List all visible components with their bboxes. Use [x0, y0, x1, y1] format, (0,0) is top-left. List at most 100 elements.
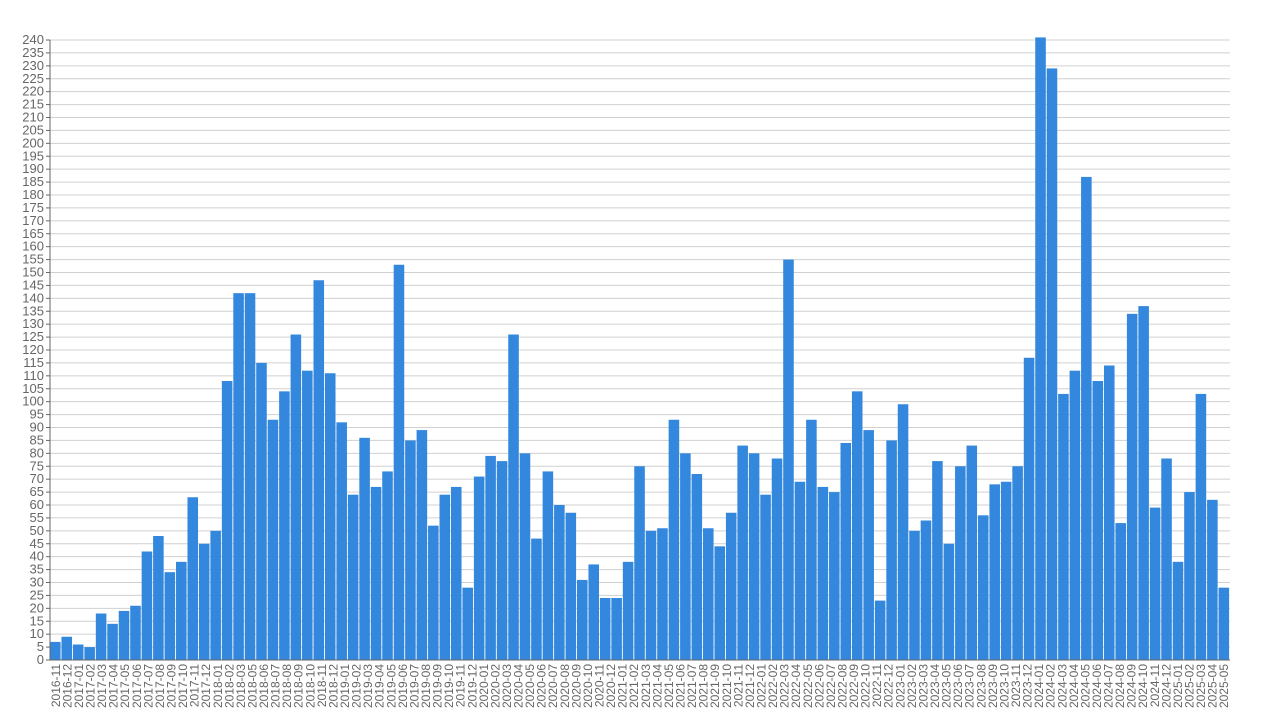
y-tick-label: 180 — [22, 187, 44, 202]
x-tick-label: 2018-02 — [222, 664, 236, 708]
y-tick-label: 135 — [22, 303, 44, 318]
y-tick-label: 160 — [22, 239, 44, 254]
bar: 2025-03: 103 — [1195, 393, 1207, 660]
x-tick-label: 2018-12 — [326, 664, 340, 708]
x-tick-label: 2018-11 — [315, 664, 329, 707]
x-tick-label: 2017-06 — [130, 664, 144, 708]
x-tick-label: 2021-12 — [743, 664, 757, 708]
y-tick-label: 130 — [22, 316, 44, 331]
y-tick-label: 45 — [30, 536, 44, 551]
bar: 2022-10: 89 — [863, 430, 874, 660]
bar: 2020-01: 79 — [485, 455, 496, 660]
x-tick-label: 2024-08 — [1113, 664, 1127, 708]
y-tick-label: 170 — [22, 213, 44, 228]
bar: 2018-08: 126 — [290, 334, 302, 660]
y-tick-label: 65 — [30, 484, 44, 499]
bar: 2021-12: 80 — [748, 453, 760, 660]
x-tick-label: 2020-04 — [512, 664, 526, 708]
x-tick-label: 2019-01 — [338, 664, 352, 708]
bar: 2019-03: 67 — [370, 486, 382, 660]
x-tick-label: 2023-06 — [951, 664, 965, 708]
y-tick-label: 165 — [22, 226, 44, 241]
x-tick-label: 2018-07 — [269, 664, 283, 708]
y-tick-label: 140 — [22, 290, 44, 305]
bar: 2021-06: 80 — [680, 453, 691, 660]
x-tick-label: 2021-04 — [650, 664, 664, 708]
x-tick-label: 2017-01 — [72, 664, 86, 708]
x-tick-label: 2022-09 — [847, 664, 861, 708]
bar: 2022-04: 69 — [794, 481, 806, 660]
bar: 2019-02: 86 — [359, 437, 370, 660]
bar: 2021-05: 93 — [668, 419, 680, 660]
bar: 2023-05: 45 — [943, 543, 955, 660]
bar: 2020-06: 73 — [542, 471, 554, 660]
y-tick-label: 80 — [30, 445, 44, 460]
bar: 2019-10: 67 — [450, 486, 462, 660]
x-tick-label: 2019-06 — [396, 664, 410, 708]
bar: 2018-04: 142 — [244, 293, 256, 660]
bar: 2019-06: 85 — [405, 440, 416, 660]
bar: 2021-10: 57 — [725, 512, 737, 660]
y-tick-label: 215 — [22, 97, 44, 112]
bar: 2018-06: 93 — [267, 419, 279, 660]
x-tick-label: 2023-01 — [893, 664, 907, 708]
y-tick-label: 70 — [30, 471, 44, 486]
bar: 2016-12: 9 — [61, 636, 73, 660]
bar: 2019-09: 64 — [439, 494, 451, 660]
bar: 2019-07: 89 — [416, 430, 428, 660]
bar: 2024-09: 134 — [1126, 313, 1138, 660]
x-tick-label: 2023-03 — [916, 664, 930, 708]
y-tick-label: 10 — [30, 626, 44, 641]
x-tick-label: 2020-11 — [593, 664, 607, 707]
bar: 2021-08: 51 — [703, 528, 714, 660]
x-tick-label: 2019-10 — [442, 664, 456, 708]
x-tick-label: 2024-09 — [1125, 664, 1139, 708]
y-tick-label: 175 — [22, 200, 44, 215]
x-tick-label: 2024-11 — [1148, 664, 1162, 707]
bar: 2020-11: 24 — [599, 598, 611, 660]
bar: 2023-07: 83 — [966, 445, 978, 660]
x-tick-label: 2021-11 — [731, 664, 745, 707]
y-tick-label: 40 — [30, 549, 44, 564]
y-tick-label: 225 — [22, 71, 44, 86]
y-tick-label: 35 — [30, 562, 44, 577]
y-tick-label: 230 — [22, 58, 44, 73]
y-tick-label: 125 — [22, 329, 44, 344]
bar: 2023-08: 56 — [977, 515, 989, 660]
x-tick-label: 2024-05 — [1078, 664, 1092, 708]
bar: 2022-07: 65 — [829, 492, 840, 660]
x-tick-label: 2017-10 — [176, 664, 190, 708]
x-tick-label: 2019-03 — [361, 664, 375, 708]
bar: 2022-02: 78 — [771, 458, 783, 660]
x-tick-label: 2019-08 — [419, 664, 433, 708]
x-tick-label: 2017-05 — [118, 664, 132, 708]
x-tick-label: 2024-07 — [1102, 664, 1116, 708]
y-tick-label: 0 — [37, 652, 44, 667]
bar: 2024-10: 137 — [1138, 306, 1149, 660]
bar: 2023-04: 77 — [932, 461, 943, 660]
y-tick-label: 185 — [22, 174, 44, 189]
x-tick-label: 2025-01 — [1171, 664, 1185, 708]
bar: 2018-10: 147 — [313, 280, 325, 660]
y-tick-label: 90 — [30, 420, 44, 435]
bar: 2025-02: 65 — [1184, 492, 1195, 660]
bar: 2017-06: 21 — [130, 605, 141, 660]
x-tick-label: 2021-01 — [616, 664, 630, 708]
x-tick-label: 2020-02 — [488, 664, 502, 708]
x-tick-label: 2024-10 — [1136, 664, 1150, 708]
y-tick-label: 200 — [22, 135, 44, 150]
y-tick-label: 95 — [30, 407, 44, 422]
bar: 2023-10: 69 — [1000, 481, 1012, 660]
x-tick-label: 2022-05 — [801, 664, 815, 708]
x-tick-label: 2020-03 — [500, 664, 514, 708]
x-tick-label: 2021-02 — [627, 664, 641, 708]
x-tick-label: 2022-03 — [778, 664, 792, 708]
x-tick-label: 2023-10 — [997, 664, 1011, 708]
y-tick-label: 75 — [30, 458, 44, 473]
bar: 2021-11: 83 — [737, 445, 748, 660]
x-tick-label: 2018-06 — [257, 664, 271, 708]
x-tick-label: 2017-02 — [83, 664, 97, 708]
bar: 2024-05: 187 — [1081, 176, 1092, 660]
